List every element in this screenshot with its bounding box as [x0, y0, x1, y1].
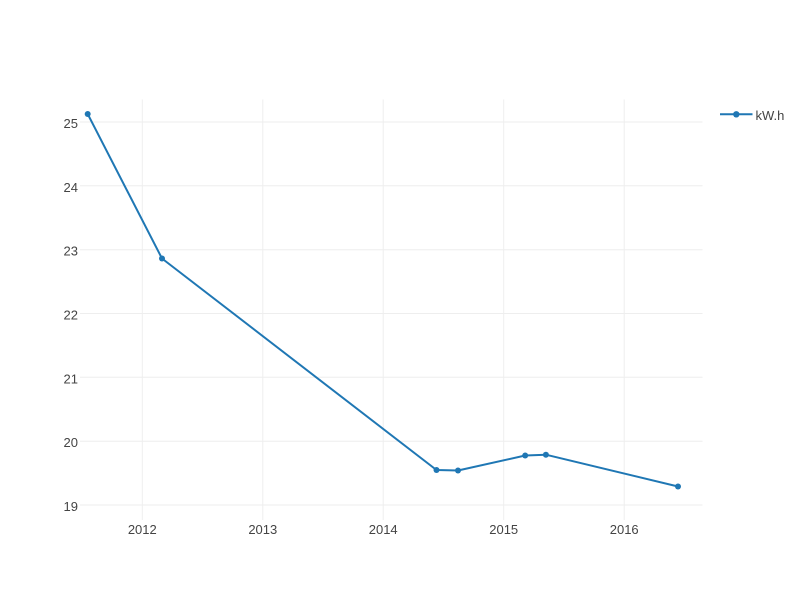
svg-text:19: 19	[64, 499, 78, 514]
svg-text:20: 20	[64, 435, 78, 450]
svg-text:21: 21	[64, 371, 78, 386]
svg-text:kW.h: kW.h	[756, 108, 785, 123]
svg-text:2013: 2013	[248, 522, 277, 537]
svg-text:2014: 2014	[369, 522, 398, 537]
svg-text:2015: 2015	[489, 522, 518, 537]
svg-text:2012: 2012	[128, 522, 157, 537]
svg-text:2016: 2016	[610, 522, 639, 537]
svg-text:23: 23	[64, 244, 78, 259]
svg-text:25: 25	[64, 116, 78, 131]
svg-text:24: 24	[64, 180, 78, 195]
svg-text:22: 22	[64, 308, 78, 323]
